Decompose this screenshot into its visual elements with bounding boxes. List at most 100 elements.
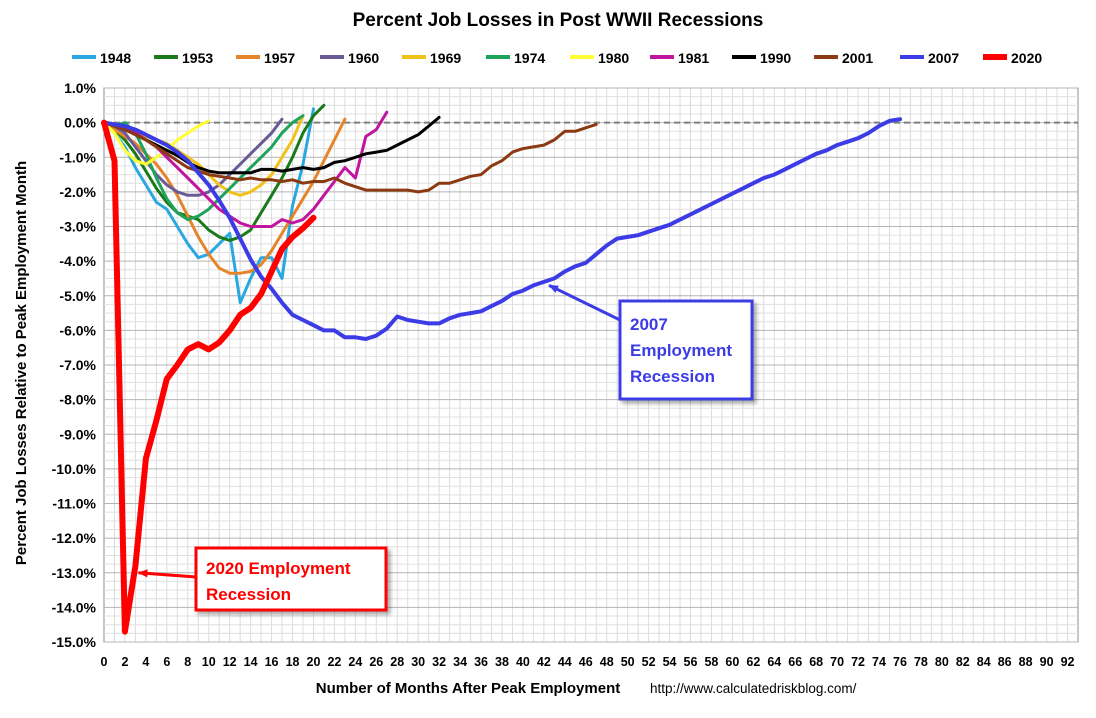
- y-tick-label: -4.0%: [59, 253, 96, 269]
- x-tick-label: 62: [746, 655, 760, 669]
- y-tick-label: -11.0%: [52, 496, 96, 512]
- y-tick-label: 0.0%: [64, 115, 96, 131]
- source-url: http://www.calculatedriskblog.com/: [650, 681, 857, 696]
- y-tick-label: -13.0%: [52, 565, 97, 581]
- legend-label-1953: 1953: [182, 50, 213, 66]
- x-tick-label: 66: [788, 655, 802, 669]
- x-tick-label: 72: [851, 655, 865, 669]
- y-tick-label: -7.0%: [59, 357, 96, 373]
- x-tick-label: 20: [307, 655, 321, 669]
- annotations: 2007 Employment Recession 2020 Employment Re…: [137, 284, 754, 612]
- series-line-1980: [102, 119, 211, 166]
- x-tick-label: 36: [474, 655, 488, 669]
- x-tick-label: 52: [642, 655, 656, 669]
- annotation-2020-text: 2020 Employment: [206, 559, 351, 578]
- x-tick-label: 26: [369, 655, 383, 669]
- x-tick-label: 10: [202, 655, 216, 669]
- x-tick-label: 78: [914, 655, 928, 669]
- y-tick-label: -5.0%: [59, 288, 96, 304]
- x-tick-label: 18: [286, 655, 300, 669]
- annotation-2007-box: [618, 299, 754, 401]
- x-tick-label: 32: [432, 655, 446, 669]
- legend-label-1948: 1948: [100, 50, 131, 66]
- x-tick-label: 70: [830, 655, 844, 669]
- series-line-1960: [102, 117, 284, 197]
- legend-label-2020: 2020: [1011, 50, 1042, 66]
- x-tick-label: 58: [704, 655, 718, 669]
- series-line-2007: [102, 117, 902, 341]
- series-line-2001: [102, 121, 598, 194]
- y-tick-label: -12.0%: [52, 530, 97, 546]
- x-tick-label: 84: [977, 655, 991, 669]
- x-tick-label: 56: [684, 655, 698, 669]
- annotation-2020-text: Recession: [206, 585, 291, 604]
- y-tick-label: -15.0%: [52, 634, 97, 650]
- series-line-1990: [102, 115, 441, 175]
- x-tick-label: 92: [1061, 655, 1075, 669]
- x-tick-label: 16: [265, 655, 279, 669]
- x-tick-label: 28: [390, 655, 404, 669]
- chart-title: Percent Job Losses in Post WWII Recessio…: [353, 10, 764, 31]
- annotation-2007-text: 2007: [630, 315, 668, 334]
- y-tick-label: -14.0%: [52, 599, 97, 615]
- x-tick-label: 64: [767, 655, 781, 669]
- legend: 1948 1953 1957 1960 1969 1974 1980 1981 1990 2001…: [72, 50, 1042, 66]
- series-line-2020: [101, 119, 317, 635]
- legend-label-1969: 1969: [430, 50, 461, 66]
- x-tick-label: 12: [223, 655, 237, 669]
- x-tick-label: 90: [1040, 655, 1054, 669]
- x-tick-label: 82: [956, 655, 970, 669]
- y-tick-label: -2.0%: [59, 184, 96, 200]
- x-tick-label: 74: [872, 655, 886, 669]
- x-tick-label: 24: [348, 655, 362, 669]
- annotation-2020-box: [194, 546, 388, 612]
- legend-label-2001: 2001: [842, 50, 873, 66]
- annotation-2007-text: Employment: [630, 341, 732, 360]
- x-tick-label: 2: [121, 655, 128, 669]
- x-tick-label: 88: [1019, 655, 1033, 669]
- y-tick-label: 1.0%: [64, 80, 96, 96]
- legend-label-1960: 1960: [348, 50, 379, 66]
- x-tick-label: 14: [244, 655, 258, 669]
- legend-label-1981: 1981: [678, 50, 709, 66]
- y-tick-label: -9.0%: [59, 426, 96, 442]
- y-tick-label: -8.0%: [59, 392, 96, 408]
- y-axis-title: Percent Job Losses Relative to Peak Empl…: [13, 161, 30, 565]
- x-tick-label: 80: [935, 655, 949, 669]
- x-tick-label: 40: [516, 655, 530, 669]
- x-tick-label: 86: [998, 655, 1012, 669]
- x-tick-label: 34: [453, 655, 467, 669]
- x-tick-label: 22: [327, 655, 341, 669]
- y-tick-label: -1.0%: [59, 149, 96, 165]
- annotation-2020-arrow: [137, 569, 197, 579]
- y-tick-label: -10.0%: [52, 461, 97, 477]
- legend-label-1974: 1974: [514, 50, 545, 66]
- x-tick-label: 50: [621, 655, 635, 669]
- x-tick-label: 0: [101, 655, 108, 669]
- x-tick-label: 6: [163, 655, 170, 669]
- x-tick-label: 30: [411, 655, 425, 669]
- x-tick-label: 48: [600, 655, 614, 669]
- x-tick-label: 54: [663, 655, 677, 669]
- annotation-2007-text: Recession: [630, 367, 715, 386]
- legend-label-2007: 2007: [928, 50, 959, 66]
- legend-label-1980: 1980: [598, 50, 629, 66]
- y-tick-label: -6.0%: [59, 322, 96, 338]
- x-tick-label: 4: [142, 655, 149, 669]
- x-tick-label: 60: [725, 655, 739, 669]
- legend-label-1957: 1957: [264, 50, 295, 66]
- x-tick-label: 76: [893, 655, 907, 669]
- y-axis-ticks: 1.0% 0.0% -1.0% -2.0% -3.0% -4.0% -5.0% -6.0% -7…: [52, 80, 97, 650]
- legend-label-1990: 1990: [760, 50, 791, 66]
- series-lines: [101, 103, 902, 635]
- x-tick-label: 44: [558, 655, 572, 669]
- x-tick-label: 42: [537, 655, 551, 669]
- annotation-2007-arrow: [548, 284, 621, 322]
- x-tick-label: 8: [184, 655, 191, 669]
- x-tick-label: 38: [495, 655, 509, 669]
- x-axis-ticks: 0 2 4 6 8 10 12 14 16 18 20 22 24 26 28 30 32 34 36 38 40 42 4…: [101, 655, 1075, 669]
- x-tick-label: 46: [579, 655, 593, 669]
- y-tick-label: -3.0%: [59, 219, 96, 235]
